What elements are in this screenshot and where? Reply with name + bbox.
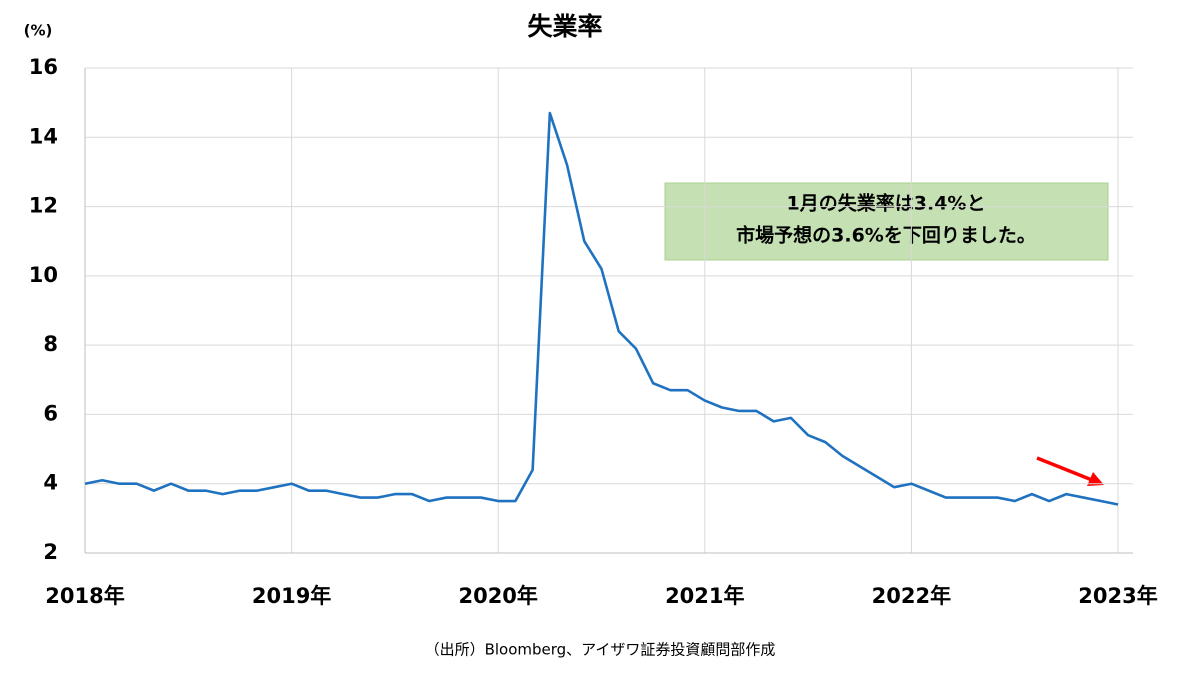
x-tick-label: 2021年 bbox=[665, 584, 744, 608]
line bbox=[84, 111, 1119, 506]
y-axis-label: (%) bbox=[24, 22, 53, 40]
y-tick-label: 12 bbox=[29, 194, 58, 218]
annotation: 1月の失業率は3.4%と bbox=[787, 192, 986, 215]
y-tick-label: 8 bbox=[43, 332, 58, 356]
x-tick-label: 2023年 bbox=[1078, 584, 1157, 608]
y-tick-label: 6 bbox=[43, 401, 58, 425]
arrow bbox=[1036, 456, 1104, 486]
y-tick-label: 4 bbox=[43, 471, 58, 495]
x-tick-label: 2018年 bbox=[45, 584, 124, 608]
chart-title: 失業率 bbox=[527, 12, 602, 41]
y-tick-label: 10 bbox=[29, 263, 58, 287]
annotation: 市場予想の3.6%を下回りました。 bbox=[736, 224, 1036, 247]
annotation-box bbox=[664, 182, 1109, 261]
source-note: （出所）Bloomberg、アイザワ証券投資顧問部作成 bbox=[425, 641, 776, 659]
y-tick-label: 16 bbox=[29, 55, 58, 79]
x-tick-label: 2020年 bbox=[458, 584, 537, 608]
x-tick-label: 2022年 bbox=[872, 584, 951, 608]
x-tick-label: 2019年 bbox=[252, 584, 331, 608]
y-tick-label: 14 bbox=[29, 124, 58, 148]
y-tick-label: 2 bbox=[43, 540, 58, 564]
